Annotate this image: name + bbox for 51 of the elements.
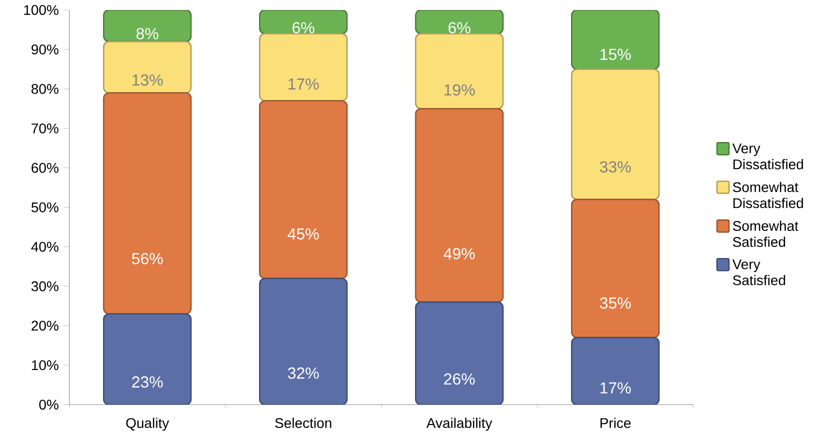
bar — [258, 100, 348, 280]
y-tick-label: 0% — [39, 400, 58, 410]
data-label: 49% — [444, 248, 475, 260]
x-tick-label: Selection — [275, 418, 332, 428]
bar — [258, 33, 348, 102]
bar — [570, 68, 660, 200]
legend-label: Somewhat Satisfied — [732, 220, 798, 248]
data-label: 23% — [132, 376, 163, 388]
y-tick-label: 10% — [32, 360, 58, 370]
data-label: 13% — [132, 74, 163, 86]
x-tick-label: Availability — [426, 418, 492, 431]
data-label: 6% — [292, 22, 314, 34]
bar — [570, 198, 660, 338]
data-label: 15% — [600, 48, 631, 60]
data-label: 56% — [132, 253, 163, 264]
bar — [102, 41, 192, 94]
bar — [414, 302, 504, 405]
y-tick-label: 30% — [31, 281, 58, 292]
bar — [414, 10, 504, 35]
data-label: 17% — [600, 382, 631, 394]
bar — [102, 92, 192, 315]
legend-label: Very Satisfied — [732, 260, 786, 286]
bar — [102, 10, 192, 42]
bar — [414, 108, 504, 303]
data-label: 19% — [444, 84, 475, 96]
bar — [570, 10, 660, 70]
x-tick-label: Price — [600, 418, 631, 428]
y-tick-label: 70% — [32, 124, 58, 134]
data-label: 35% — [600, 298, 631, 309]
bar — [102, 313, 192, 405]
y-tick-label: 90% — [32, 44, 58, 55]
y-tick-label: 40% — [31, 242, 58, 252]
x-tick-label: Quality — [126, 418, 170, 431]
data-label: 8% — [136, 28, 158, 40]
bar — [414, 33, 504, 110]
bar — [570, 337, 660, 405]
data-label: 33% — [600, 161, 631, 173]
y-tick-label: 50% — [31, 202, 58, 212]
y-tick-label: 80% — [32, 84, 58, 94]
data-label: 32% — [288, 368, 319, 379]
bar — [258, 10, 348, 35]
legend-label: Very Dissatisfied — [732, 144, 803, 170]
data-label: 17% — [288, 78, 319, 90]
y-tick-label: 60% — [32, 163, 58, 173]
y-tick-label: 20% — [32, 320, 58, 331]
data-label: 26% — [444, 374, 475, 385]
legend-label: Somewhat Dissatisfied — [732, 182, 803, 208]
data-label: 6% — [448, 22, 470, 34]
bar — [258, 278, 348, 405]
data-label: 45% — [288, 228, 319, 240]
y-tick-label: 100% — [24, 5, 58, 16]
